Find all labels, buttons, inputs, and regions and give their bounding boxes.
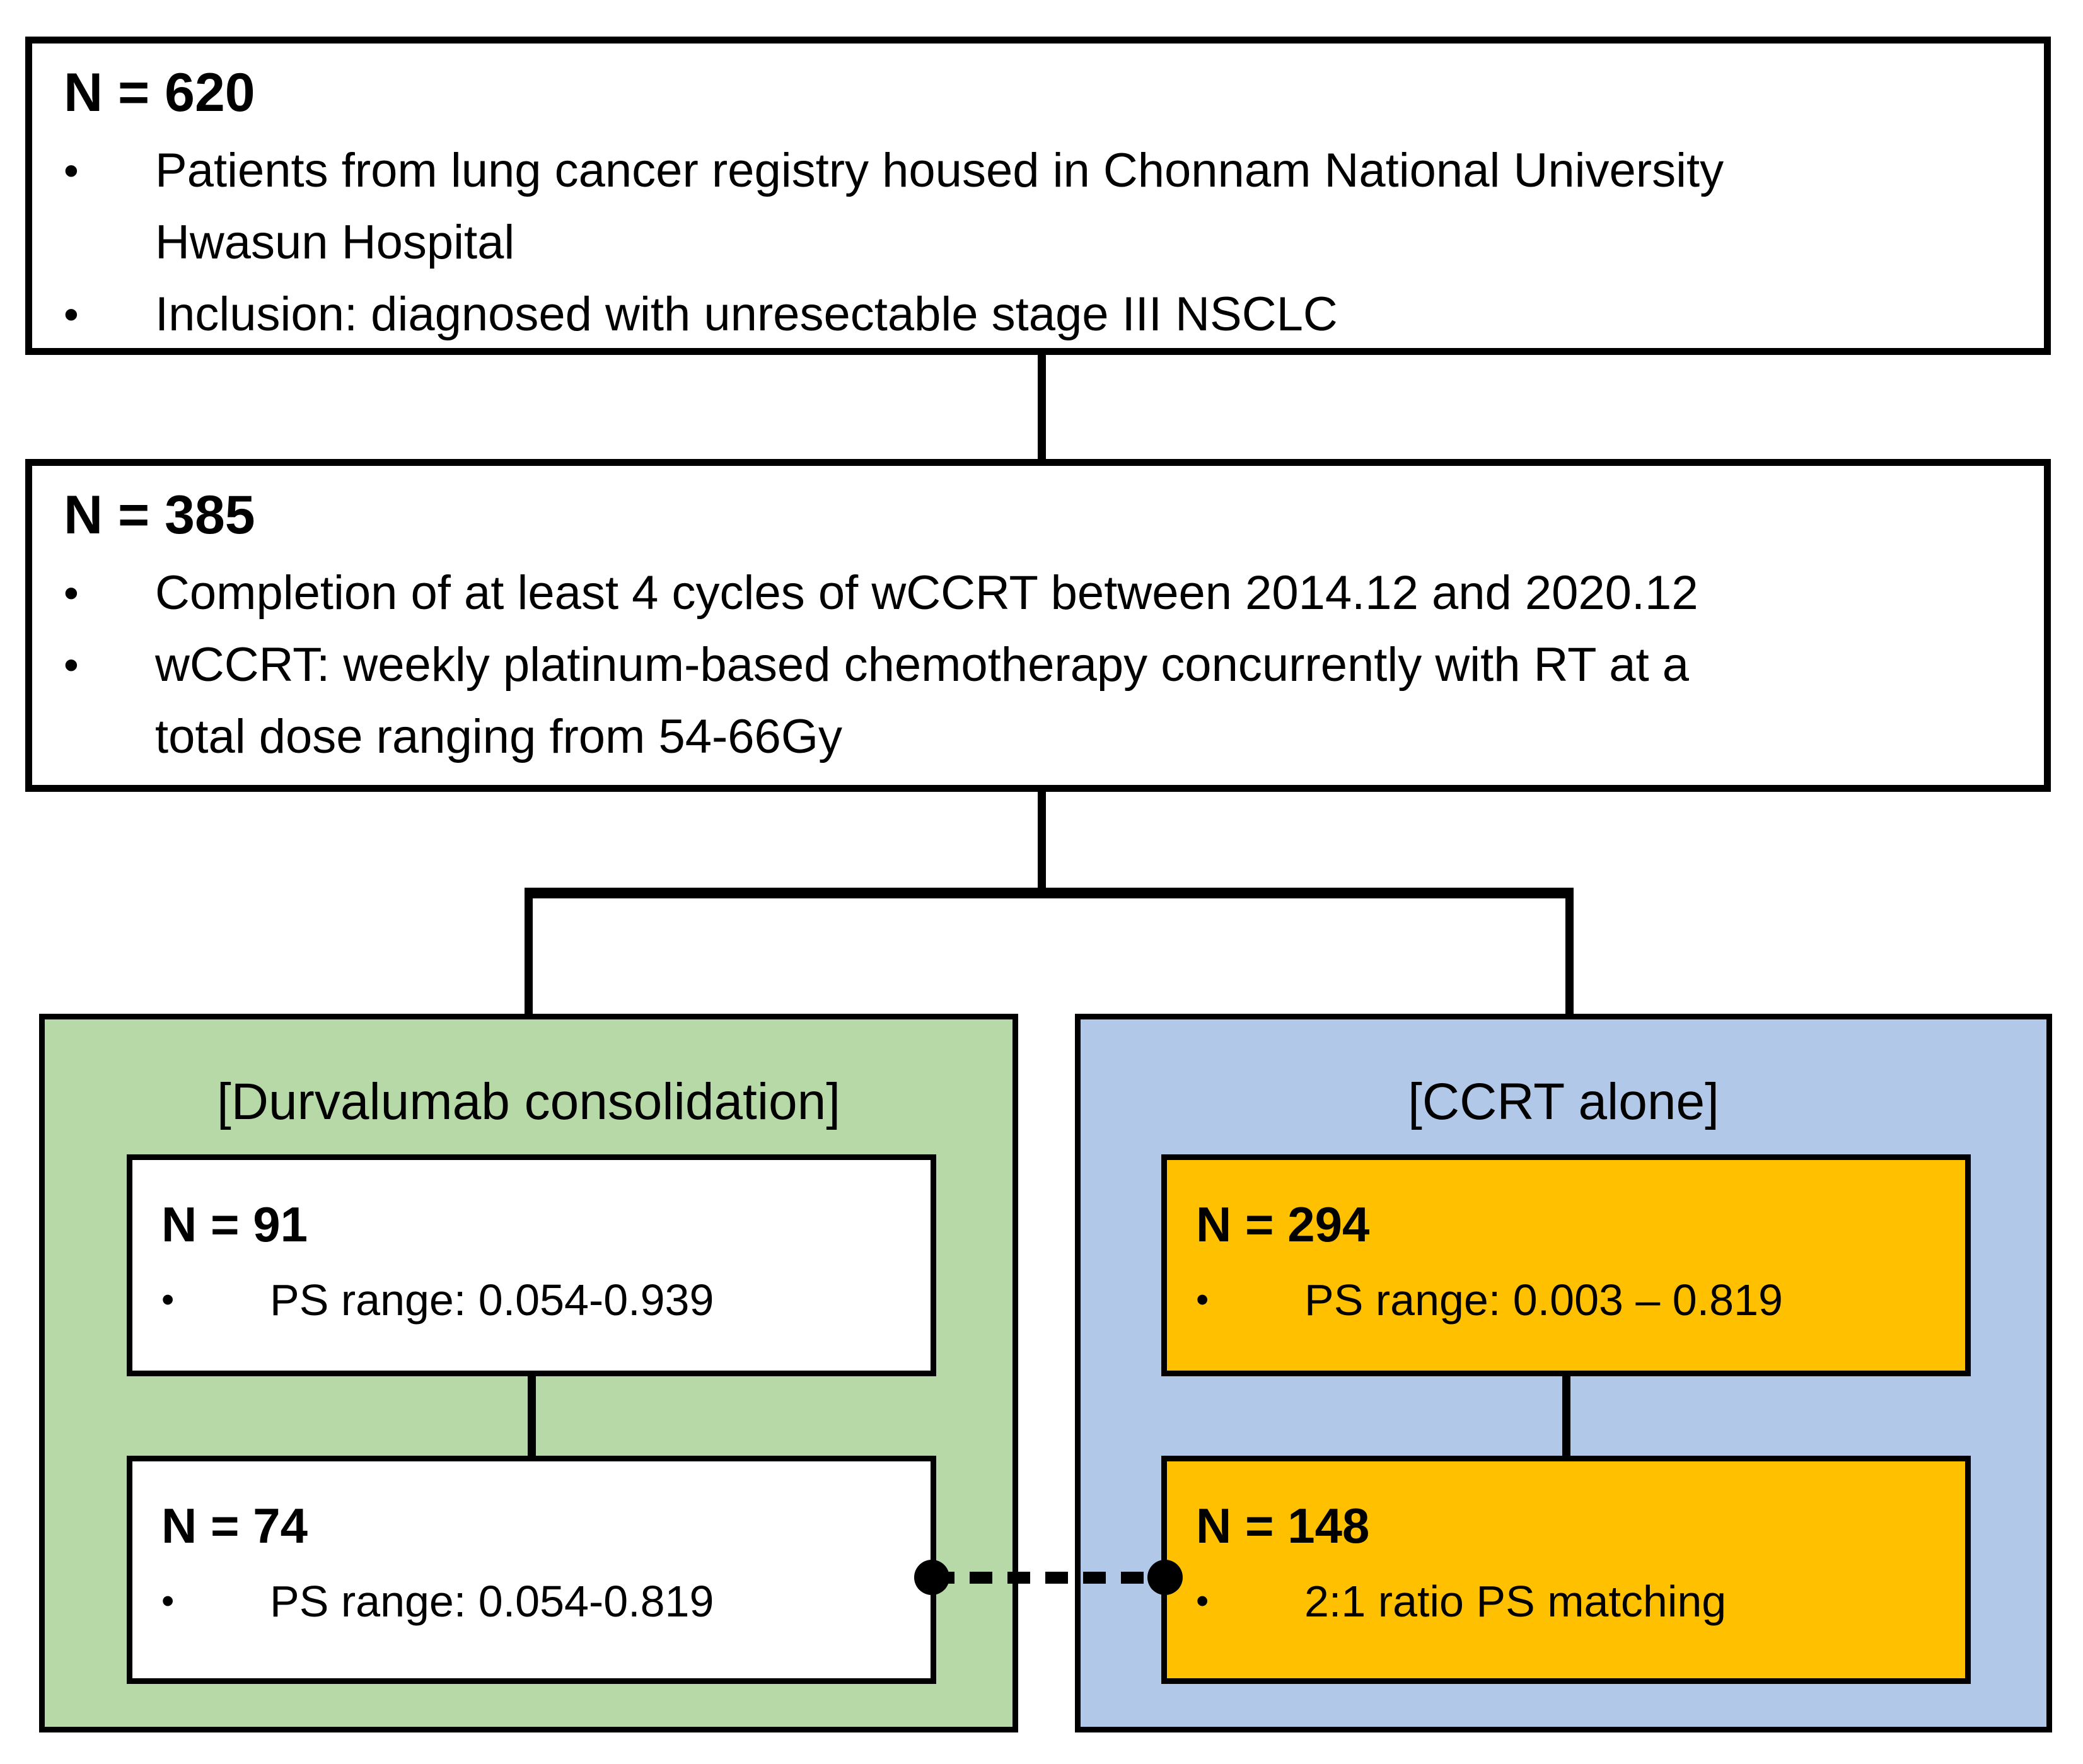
- box-n294: N = 294 • PS range: 0.003 – 0.819: [1161, 1154, 1971, 1376]
- bullet-icon: •: [1196, 1279, 1209, 1320]
- durvalumab-panel-title: [Durvalumab consolidation]: [216, 1073, 841, 1130]
- bullet-text: PS range: 0.054-0.819: [270, 1576, 714, 1626]
- bullet-icon: •: [64, 146, 79, 195]
- cohort-box-385: N = 385 • Completion of at least 4 cycle…: [25, 459, 2051, 792]
- box-n74: N = 74 • PS range: 0.054-0.819: [127, 1456, 936, 1684]
- ccrt-alone-panel-title: [CCRT alone]: [1408, 1073, 1719, 1130]
- cohort-620-bullet-2: • Inclusion: diagnosed with unresectable…: [64, 279, 2006, 351]
- ccrt-alone-panel: [CCRT alone] N = 294 • PS range: 0.003 –…: [1075, 1014, 2052, 1732]
- bullet-text: 2:1 ratio PS matching: [1304, 1576, 1727, 1626]
- box-n148-bullet: • 2:1 ratio PS matching: [1196, 1571, 1942, 1632]
- connector-620-to-385: [1038, 353, 1046, 461]
- bullet-icon: •: [64, 290, 79, 339]
- bullet-icon: •: [64, 641, 79, 689]
- dashed-connector-endpoint-left-dot: [914, 1560, 949, 1595]
- branch-drop-left: [525, 888, 533, 1016]
- dashed-connector-endpoint-right-dot: [1147, 1560, 1183, 1595]
- bullet-text: Patients from lung cancer registry house…: [155, 143, 1724, 269]
- bullet-icon: •: [64, 569, 79, 617]
- bullet-icon: •: [161, 1580, 175, 1622]
- bullet-text: PS range: 0.054-0.939: [270, 1275, 714, 1325]
- box-n91-bullet: • PS range: 0.054-0.939: [161, 1270, 908, 1330]
- box-n148-title: N = 148: [1196, 1498, 1370, 1553]
- branch-horizontal-line: [525, 888, 1574, 898]
- connector-294-to-148: [1562, 1375, 1570, 1457]
- box-n74-title: N = 74: [161, 1498, 308, 1553]
- ps-matching-dashed-connector: [932, 1572, 1165, 1584]
- box-n74-bullet: • PS range: 0.054-0.819: [161, 1571, 908, 1632]
- bullet-text: wCCRT: weekly platinum-based chemotherap…: [155, 637, 1690, 763]
- bullet-icon: •: [161, 1279, 175, 1320]
- cohort-385-title: N = 385: [64, 485, 255, 545]
- cohort-620-bullet-1: • Patients from lung cancer registry hou…: [64, 135, 2006, 279]
- branch-drop-right: [1565, 888, 1574, 1016]
- box-n294-title: N = 294: [1196, 1197, 1370, 1252]
- box-n91-title: N = 91: [161, 1197, 308, 1252]
- cohort-box-620: N = 620 • Patients from lung cancer regi…: [25, 37, 2051, 355]
- bullet-text: Completion of at least 4 cycles of wCCRT…: [155, 566, 1698, 620]
- connector-385-to-branch: [1038, 789, 1046, 895]
- cohort-385-bullet-2: • wCCRT: weekly platinum-based chemother…: [64, 629, 2006, 773]
- box-n148: N = 148 • 2:1 ratio PS matching: [1161, 1456, 1971, 1684]
- box-n294-bullet: • PS range: 0.003 – 0.819: [1196, 1270, 1942, 1330]
- bullet-text: Inclusion: diagnosed with unresectable s…: [155, 287, 1338, 341]
- cohort-620-title: N = 620: [64, 62, 255, 123]
- bullet-text: PS range: 0.003 – 0.819: [1304, 1275, 1783, 1325]
- durvalumab-panel: [Durvalumab consolidation] N = 91 • PS r…: [39, 1014, 1018, 1732]
- cohort-385-bullet-1: • Completion of at least 4 cycles of wCC…: [64, 557, 2006, 629]
- bullet-icon: •: [1196, 1580, 1209, 1622]
- connector-91-to-74: [528, 1375, 536, 1457]
- box-n91: N = 91 • PS range: 0.054-0.939: [127, 1154, 936, 1376]
